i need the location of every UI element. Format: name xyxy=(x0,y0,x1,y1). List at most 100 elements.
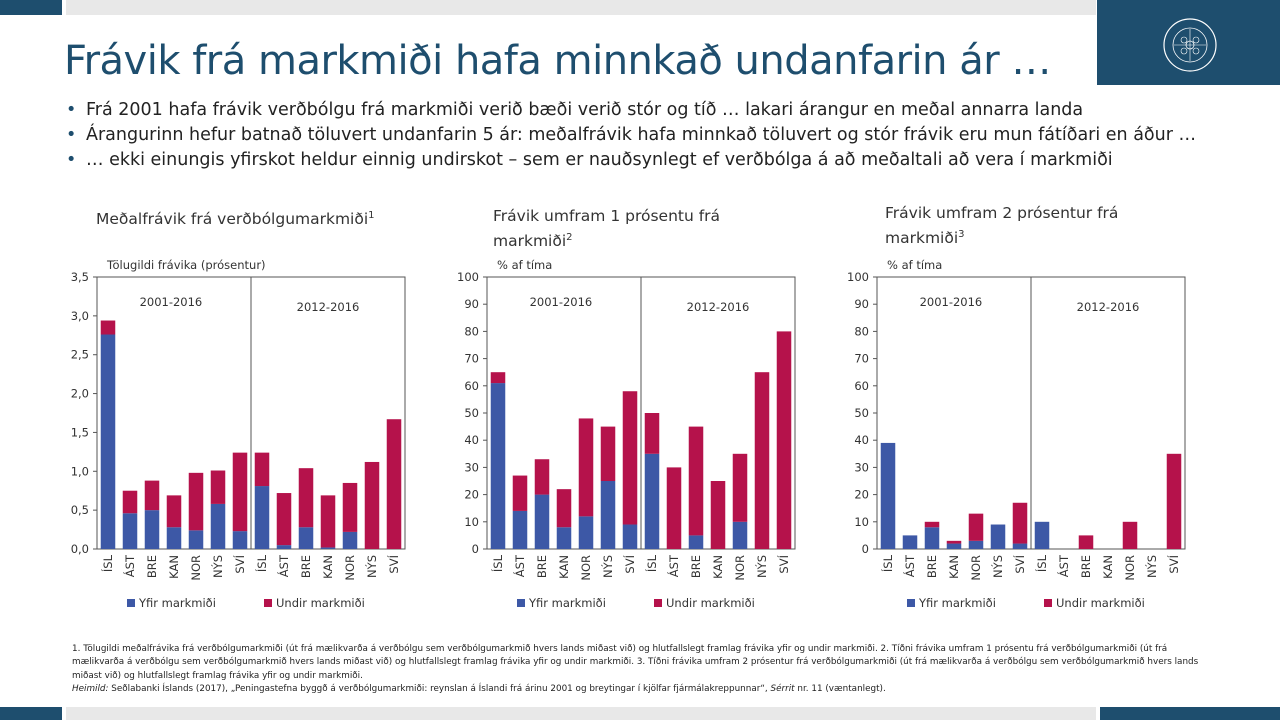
chart2-bar-over xyxy=(732,521,748,549)
chart3-xtick-label: KAN xyxy=(947,555,961,579)
chart3-xtick-label: ÍSL xyxy=(1034,554,1049,572)
chart1-bar-over xyxy=(320,547,336,549)
chart1-xtick-label: BRE xyxy=(299,555,313,578)
chart3-bar-over xyxy=(924,527,940,549)
chart3-ytick-label: 100 xyxy=(847,270,869,284)
chart2-legend-label-over: Yfir markmiði xyxy=(528,596,606,610)
chart1-bar-under xyxy=(364,461,380,549)
chart1-bar-under xyxy=(298,468,314,528)
chart1-bar-over xyxy=(188,530,204,549)
source-label: Heimild: xyxy=(72,683,109,694)
chart1-bar-over xyxy=(100,334,116,549)
chart3-legend-label-under: Undir markmiði xyxy=(1056,596,1145,610)
chart2-bar-under xyxy=(512,475,528,511)
chart3-ytick-label: 20 xyxy=(854,488,869,502)
chart1-bar-under xyxy=(188,472,204,531)
chart3-ytick-label: 40 xyxy=(854,433,869,447)
chart2-ytick-label: 40 xyxy=(464,433,479,447)
chart1-bar-under xyxy=(100,320,116,335)
bullet-list: Frá 2001 hafa frávik verðbólgu frá markm… xyxy=(64,98,1264,173)
chart2-title-text: Frávik umfram 1 prósentu frá markmiði xyxy=(493,207,721,251)
chart1-bar-over xyxy=(122,513,138,549)
chart1-xtick-label: NOR xyxy=(189,555,203,581)
chart3-legend-swatch-under xyxy=(1044,599,1052,607)
chart2-bar-over xyxy=(644,453,660,549)
chart3-bar-over xyxy=(946,543,962,549)
chart1-xtick-label: KAN xyxy=(167,555,181,579)
chart1-unit-label: Tölugildi frávika (prósentur) xyxy=(106,258,266,272)
chart2-unit-label: % af tíma xyxy=(497,258,552,272)
chart2-legend-label-under: Undir markmiði xyxy=(666,596,755,610)
chart3-title-text: Frávik umfram 2 prósentur frá markmiði xyxy=(885,204,1119,248)
chart1-ytick-label: 3,5 xyxy=(71,270,89,284)
chart1-title-text: Meðalfrávik frá verðbólgumarkmiði xyxy=(96,210,369,229)
chart2-ytick-label: 30 xyxy=(464,460,479,474)
chart3-title-sup: 3 xyxy=(958,229,965,240)
chart1-xtick-label: ÍSL xyxy=(100,554,115,572)
chart2-xtick-label: ÍSL xyxy=(490,554,505,572)
central-bank-logo xyxy=(1097,0,1280,85)
source-italic: Sérrit xyxy=(770,683,795,694)
top-accent-bar xyxy=(0,0,62,15)
bottom-grey-bar xyxy=(66,707,1096,720)
chart1-ytick-label: 1,5 xyxy=(71,425,89,439)
chart2-xtick-label: NÝS xyxy=(754,555,769,578)
chart2-legend-swatch-over xyxy=(517,599,525,607)
chart3-bar-under xyxy=(968,513,984,541)
chart1-ytick-label: 0,0 xyxy=(71,542,89,556)
seal-icon xyxy=(1163,18,1217,72)
chart3-xtick-label: ÍSL xyxy=(880,554,895,572)
chart2-deviation-1pp: % af tíma 0 10 20 30 40 50 60 70 80 90 100 2001-2016… xyxy=(457,258,796,610)
chart1-xtick-label: BRE xyxy=(145,555,159,578)
chart2-xtick-label: NOR xyxy=(579,555,593,581)
chart3-ytick-label: 80 xyxy=(854,324,869,338)
chart2-xtick-label: NOR xyxy=(733,555,747,581)
chart2-bar-over xyxy=(600,481,616,549)
chart2-xtick-label: ÁST xyxy=(512,554,527,577)
chart2-bar-under xyxy=(666,467,682,549)
chart3-ytick-label: 70 xyxy=(854,352,869,366)
chart1-bar-over xyxy=(210,503,226,549)
chart1-bar-under xyxy=(166,495,182,528)
chart3-bar-over xyxy=(902,535,918,549)
chart2-ytick-label: 60 xyxy=(464,379,479,393)
chart1-bar-over xyxy=(342,531,358,549)
chart2-ytick-label: 90 xyxy=(464,297,479,311)
chart3-xtick-label: NOR xyxy=(969,555,983,581)
chart3-bar-under xyxy=(1078,535,1094,549)
chart2-bar-under xyxy=(600,426,616,481)
chart1-xtick-label: ÁST xyxy=(276,554,291,577)
chart3-ytick-label: 90 xyxy=(854,297,869,311)
chart2-ytick-label: 50 xyxy=(464,406,479,420)
chart1-xtick-label: SVÍ xyxy=(386,554,401,573)
chart3-bar-over xyxy=(880,442,896,549)
chart3-bar-under xyxy=(1122,521,1138,549)
chart3-unit-label: % af tíma xyxy=(887,258,942,272)
chart2-title-sup: 2 xyxy=(566,232,573,243)
chart2-xtick-label: KAN xyxy=(557,555,571,579)
chart3-xtick-label: BRE xyxy=(925,555,939,578)
chart2-ytick-label: 70 xyxy=(464,352,479,366)
chart2-period-label: 2012-2016 xyxy=(687,300,750,314)
chart3-ytick-label: 50 xyxy=(854,406,869,420)
bullet-item: … ekki einungis yfirskot heldur einnig u… xyxy=(64,148,1264,173)
chart1-xtick-label: ÁST xyxy=(122,554,137,577)
chart3-period-label: 2012-2016 xyxy=(1077,300,1140,314)
chart1-title: Meðalfrávik frá verðbólgumarkmiði1 xyxy=(96,205,375,230)
chart3-xtick-label: NÝS xyxy=(1144,555,1159,578)
chart3-bar-under xyxy=(924,521,940,528)
chart3-ytick-label: 60 xyxy=(854,379,869,393)
chart3-xtick-label: NÝS xyxy=(990,555,1005,578)
footnote: 1. Tölugildi meðalfrávika frá verðbólgum… xyxy=(72,643,1222,696)
chart1-ytick-label: 3,0 xyxy=(71,309,89,323)
chart3-bar-under xyxy=(1012,502,1028,544)
source-text: Seðlabanki Íslands (2017), „Peningastefn… xyxy=(108,683,771,694)
chart3-ytick-label: 10 xyxy=(854,515,869,529)
chart3-legend-swatch-over xyxy=(907,599,915,607)
chart3-xtick-label: SVÍ xyxy=(1012,554,1027,573)
chart2-bar-under xyxy=(754,372,770,549)
chart3-bar-over xyxy=(1012,543,1028,549)
chart1-bar-over xyxy=(166,527,182,549)
chart3-xtick-label: NOR xyxy=(1123,555,1137,581)
chart1-avg-deviation: Tölugildi frávika (prósentur) 0,0 0,5 1,0 1,… xyxy=(71,258,406,610)
